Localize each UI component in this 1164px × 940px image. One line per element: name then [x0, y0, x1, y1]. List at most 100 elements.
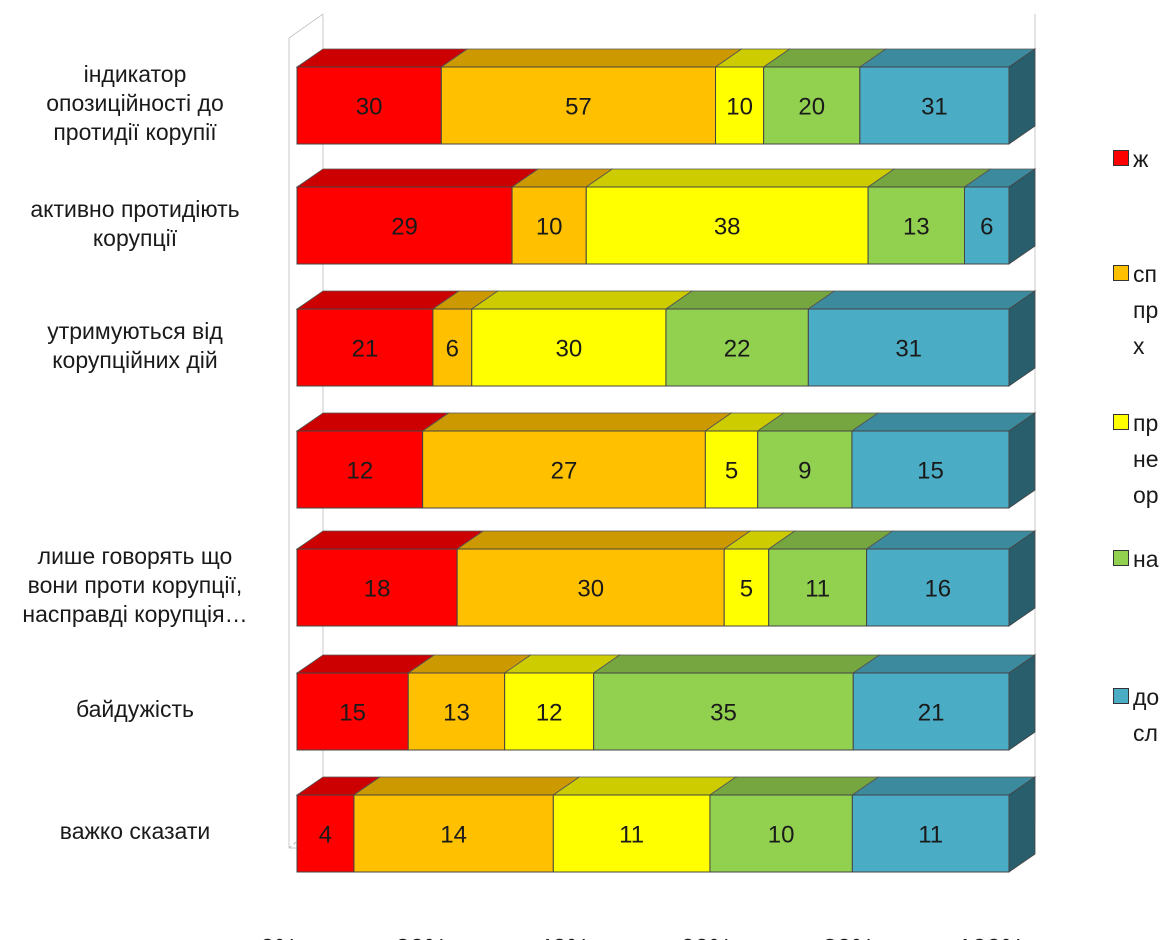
x-tick-label: 20% [395, 933, 447, 940]
data-label: 6 [980, 214, 993, 241]
bar-segment [296, 66, 442, 145]
legend-label-line: х [1133, 333, 1145, 359]
bar-segment [723, 548, 770, 627]
legend-label-line: ор [1133, 482, 1159, 508]
legend-swatch [1113, 414, 1129, 430]
bar-segment [511, 186, 587, 265]
bar-segment [964, 186, 1010, 265]
data-label: 11 [619, 822, 644, 849]
data-label: 13 [903, 214, 930, 241]
category-label-line: важко сказати [59, 818, 211, 844]
legend-swatch [1113, 688, 1129, 704]
x-axis-ticks: 0% 20% 40% 60% 80% 100% [260, 933, 1024, 940]
legend-label-line: пр [1133, 410, 1159, 436]
data-label: 10 [768, 822, 795, 849]
legend-swatch [1113, 265, 1129, 281]
bar-segment-top [664, 290, 836, 310]
bar-side-face [1008, 48, 1036, 145]
data-label: 31 [921, 94, 948, 121]
bar-segment-top [858, 48, 1037, 68]
legend-label-line: сп [1133, 261, 1157, 287]
bar-segment [552, 794, 711, 873]
data-label: 15 [339, 700, 366, 727]
category-label: байдужість [0, 695, 270, 724]
bar-segment-top [851, 776, 1037, 796]
legend-label: до сл [1133, 679, 1164, 751]
category-label: утримуються від корупційних дій [0, 317, 270, 375]
legend-label-line: пр [1133, 297, 1159, 323]
bar-segment [593, 672, 854, 751]
bar-segment [296, 308, 434, 387]
data-label: 6 [446, 336, 459, 363]
bar-segment [296, 430, 424, 509]
bar-segment [432, 308, 473, 387]
bar-segment [471, 308, 667, 387]
data-label: 15 [917, 458, 944, 485]
data-label: 16 [924, 576, 951, 603]
bar-group: 15 13 12 35 21 [295, 654, 1037, 751]
legend-swatch [1113, 550, 1129, 566]
category-label: активно протидіють корупції [0, 195, 270, 253]
bar-segment [422, 430, 706, 509]
legend-swatch [1113, 150, 1129, 166]
data-label: 11 [805, 576, 830, 603]
bar-segment [852, 672, 1010, 751]
category-label-line: протидії корупії [53, 119, 217, 145]
category-label-line: опозиційності до [46, 90, 224, 116]
data-label: 21 [352, 336, 379, 363]
x-tick-label: 0% [260, 933, 298, 940]
data-label: 13 [443, 700, 470, 727]
bar-segment-top [455, 530, 752, 550]
bar-segment [851, 430, 1010, 509]
data-label: 30 [556, 336, 583, 363]
bar-side-face [1008, 776, 1036, 873]
category-label-line: насправді корупція… [22, 601, 248, 627]
bar-segment-top [865, 530, 1037, 550]
data-label: 20 [798, 94, 825, 121]
bar-group: 21 6 30 22 31 [295, 290, 1037, 387]
bar-side-face [1008, 168, 1036, 265]
data-label: 5 [740, 576, 753, 603]
bar-segment-top [295, 168, 540, 188]
data-label: 10 [726, 94, 753, 121]
legend-label-line: сл [1133, 720, 1158, 746]
bar-segment [768, 548, 868, 627]
category-label-line: лише говорять що [37, 543, 233, 569]
data-label: 30 [577, 576, 604, 603]
bar-segment-top [807, 290, 1037, 310]
bar-side-face [1008, 290, 1036, 387]
data-label: 35 [710, 700, 737, 727]
bar-segment [763, 66, 861, 145]
data-label: 5 [725, 458, 738, 485]
data-label: 27 [551, 458, 578, 485]
bar-segment-top [421, 412, 733, 432]
bar-segment-top [592, 654, 881, 674]
bar-segment [296, 672, 409, 751]
bar-group: 29 10 38 13 6 [295, 168, 1037, 265]
bar-segment-top [295, 530, 485, 550]
legend-label: ж [1133, 141, 1164, 177]
bar-segment [866, 548, 1010, 627]
legend-label-line: до [1133, 684, 1160, 710]
data-label: 22 [724, 336, 751, 363]
category-label: індикатор опозиційності до протидії корупі… [0, 60, 270, 147]
data-label: 18 [364, 576, 391, 603]
category-label-line: байдужість [76, 696, 194, 722]
bar-segment [296, 794, 355, 873]
legend-label: на [1133, 541, 1164, 577]
legend-label-line: не [1133, 446, 1159, 472]
data-label: 38 [714, 214, 741, 241]
bar-segment-top [850, 412, 1037, 432]
bar-segment-top [851, 654, 1037, 674]
legend-label: сп пр х [1133, 256, 1164, 364]
bar-segment [757, 430, 853, 509]
bar-segment [859, 66, 1010, 145]
legend-label: пр не ор [1133, 405, 1164, 513]
bar-segment [456, 548, 725, 627]
bar-segment-top [552, 776, 738, 796]
data-label: 29 [391, 214, 418, 241]
data-label: 4 [319, 822, 332, 849]
category-label-line: корупції [92, 224, 178, 251]
bar-segment [867, 186, 965, 265]
bar-segment-top [352, 776, 581, 796]
